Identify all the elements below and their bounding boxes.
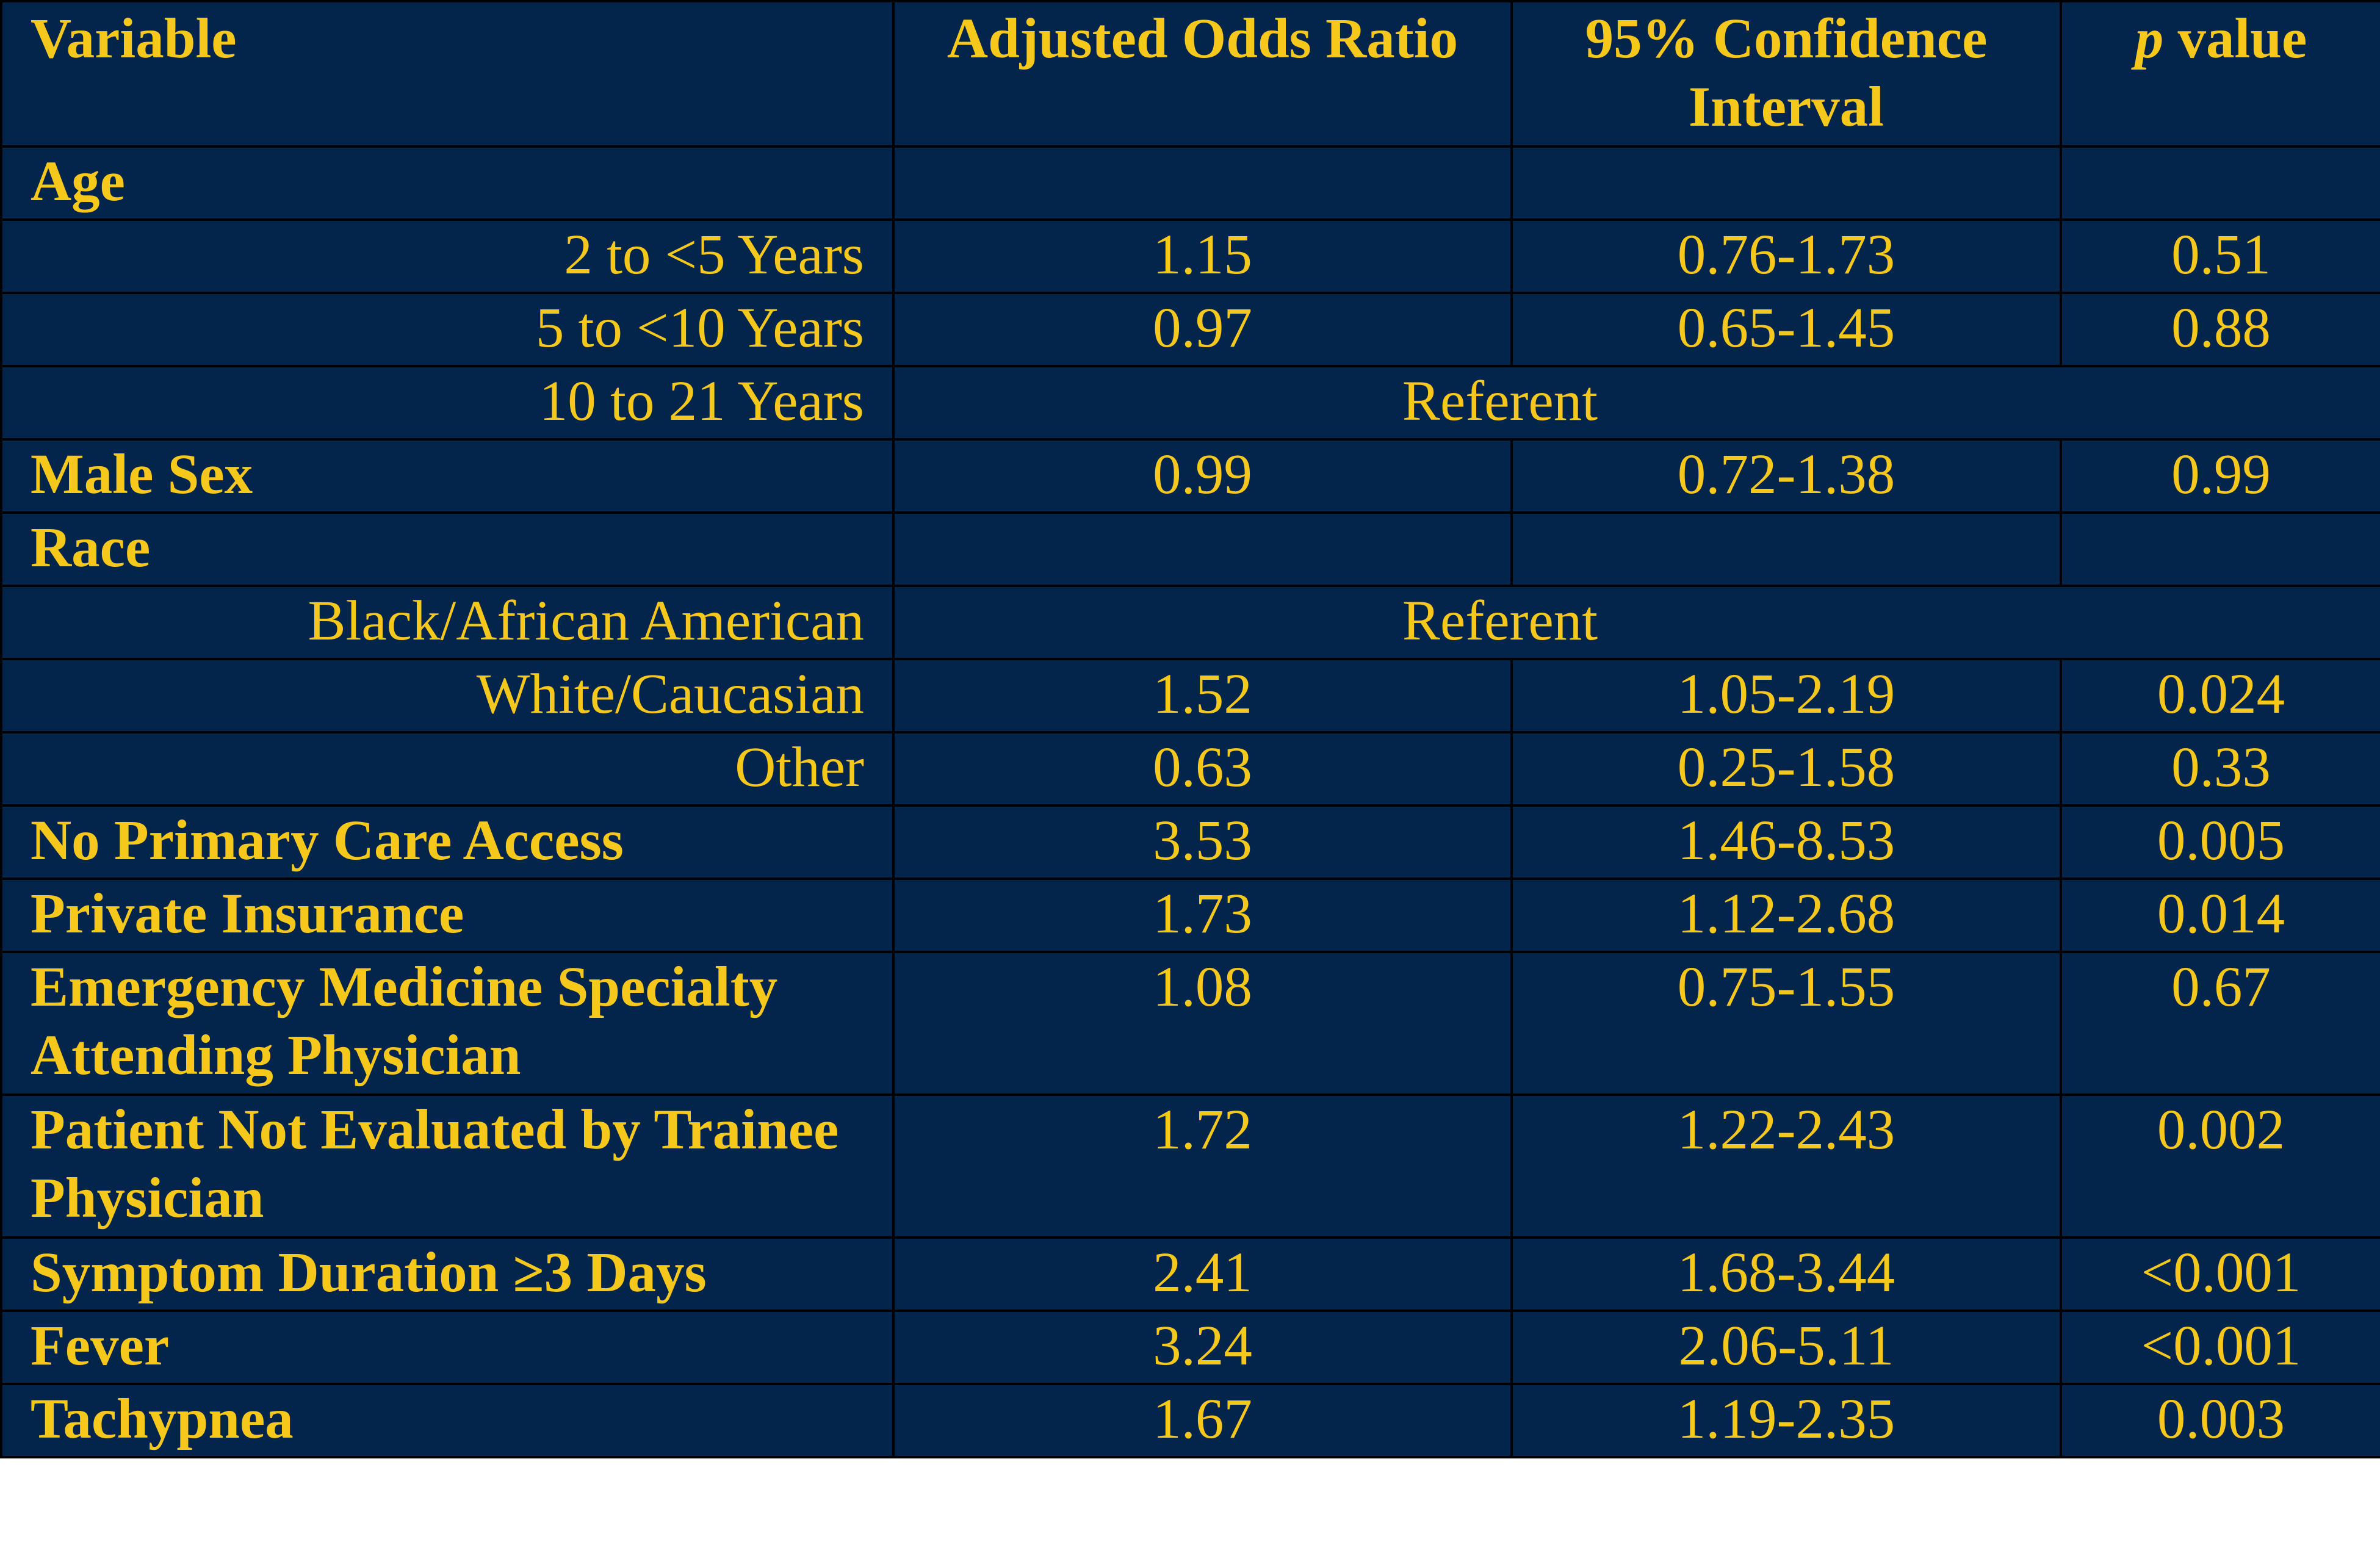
table-row: Race [0, 511, 2380, 587]
row-aor: 1.73 [892, 877, 1513, 953]
row-ci: 1.46-8.53 [1510, 804, 2062, 880]
row-p: 0.67 [2060, 951, 2380, 1096]
table-row: Emergency Medicine Specialty Attending P… [0, 951, 2380, 1096]
row-p: 0.88 [2060, 292, 2380, 367]
row-aor [892, 511, 1513, 587]
row-p: <0.001 [2060, 1310, 2380, 1385]
table-row: Black/African American Referent [0, 585, 2380, 660]
row-referent: Referent [892, 365, 2380, 441]
table-row: Tachypnea 1.67 1.19-2.35 0.003 [0, 1383, 2380, 1458]
row-label: Patient Not Evaluated by Trainee Physici… [0, 1094, 895, 1239]
row-ci: 1.68-3.44 [1510, 1236, 2062, 1312]
table-row: Age [0, 145, 2380, 221]
row-ci [1510, 511, 2062, 587]
row-ci [1510, 145, 2062, 221]
row-p: 0.005 [2060, 804, 2380, 880]
row-ci: 1.22-2.43 [1510, 1094, 2062, 1239]
row-ci: 0.65-1.45 [1510, 292, 2062, 367]
header-p-rest: value [2163, 7, 2307, 70]
header-p-value: p value [2060, 0, 2380, 148]
table-row: Male Sex 0.99 0.72-1.38 0.99 [0, 438, 2380, 514]
referent-label: Referent [1402, 370, 1598, 433]
row-label: 2 to <5 Years [0, 218, 895, 294]
row-aor: 2.41 [892, 1236, 1513, 1312]
header-variable: Variable [0, 0, 895, 148]
row-label: 10 to 21 Years [0, 365, 895, 441]
row-aor: 3.53 [892, 804, 1513, 880]
row-ci: 1.12-2.68 [1510, 877, 2062, 953]
row-label: Male Sex [0, 438, 895, 514]
row-aor: 0.97 [892, 292, 1513, 367]
table-row: White/Caucasian 1.52 1.05-2.19 0.024 [0, 658, 2380, 733]
row-referent: Referent [892, 585, 2380, 660]
odds-ratio-table: Variable Adjusted Odds Ratio 95% Confide… [0, 0, 2380, 1458]
header-p-letter: p [2135, 7, 2164, 70]
row-label: 5 to <10 Years [0, 292, 895, 367]
row-label: Age [0, 145, 895, 221]
row-aor: 1.52 [892, 658, 1513, 733]
row-aor: 1.15 [892, 218, 1513, 294]
row-aor: 1.67 [892, 1383, 1513, 1458]
table-row: 5 to <10 Years 0.97 0.65-1.45 0.88 [0, 292, 2380, 367]
header-confidence-interval: 95% Confidence Interval [1510, 0, 2062, 148]
row-p: 0.003 [2060, 1383, 2380, 1458]
header-adjusted-odds-ratio: Adjusted Odds Ratio [892, 0, 1513, 148]
row-ci: 1.05-2.19 [1510, 658, 2062, 733]
row-p: 0.33 [2060, 731, 2380, 807]
table-row: 10 to 21 Years Referent [0, 365, 2380, 441]
row-label: No Primary Care Access [0, 804, 895, 880]
results-table-panel: Variable Adjusted Odds Ratio 95% Confide… [0, 0, 2380, 1458]
row-label: Tachypnea [0, 1383, 895, 1458]
row-label: Fever [0, 1310, 895, 1385]
table-row: Symptom Duration ≥3 Days 2.41 1.68-3.44 … [0, 1236, 2380, 1312]
row-aor: 3.24 [892, 1310, 1513, 1385]
row-aor: 0.99 [892, 438, 1513, 514]
row-label: White/Caucasian [0, 658, 895, 733]
row-ci: 0.72-1.38 [1510, 438, 2062, 514]
row-label: Emergency Medicine Specialty Attending P… [0, 951, 895, 1096]
row-ci: 0.75-1.55 [1510, 951, 2062, 1096]
table-row: No Primary Care Access 3.53 1.46-8.53 0.… [0, 804, 2380, 880]
referent-label: Referent [1402, 589, 1598, 652]
row-label: Symptom Duration ≥3 Days [0, 1236, 895, 1312]
row-ci: 1.19-2.35 [1510, 1383, 2062, 1458]
row-p: 0.51 [2060, 218, 2380, 294]
row-p: 0.024 [2060, 658, 2380, 733]
row-p: 0.99 [2060, 438, 2380, 514]
row-aor: 0.63 [892, 731, 1513, 807]
row-p: 0.002 [2060, 1094, 2380, 1239]
table-row: Fever 3.24 2.06-5.11 <0.001 [0, 1310, 2380, 1385]
table-row: Private Insurance 1.73 1.12-2.68 0.014 [0, 877, 2380, 953]
row-p: 0.014 [2060, 877, 2380, 953]
row-ci: 2.06-5.11 [1510, 1310, 2062, 1385]
table-row: Patient Not Evaluated by Trainee Physici… [0, 1094, 2380, 1239]
row-label: Black/African American [0, 585, 895, 660]
row-p [2060, 145, 2380, 221]
row-aor: 1.08 [892, 951, 1513, 1096]
row-p [2060, 511, 2380, 587]
row-label: Race [0, 511, 895, 587]
table-header-row: Variable Adjusted Odds Ratio 95% Confide… [0, 0, 2380, 148]
row-ci: 0.76-1.73 [1510, 218, 2062, 294]
row-ci: 0.25-1.58 [1510, 731, 2062, 807]
row-aor [892, 145, 1513, 221]
row-p: <0.001 [2060, 1236, 2380, 1312]
row-aor: 1.72 [892, 1094, 1513, 1239]
row-label: Other [0, 731, 895, 807]
row-label: Private Insurance [0, 877, 895, 953]
table-row: 2 to <5 Years 1.15 0.76-1.73 0.51 [0, 218, 2380, 294]
table-row: Other 0.63 0.25-1.58 0.33 [0, 731, 2380, 807]
